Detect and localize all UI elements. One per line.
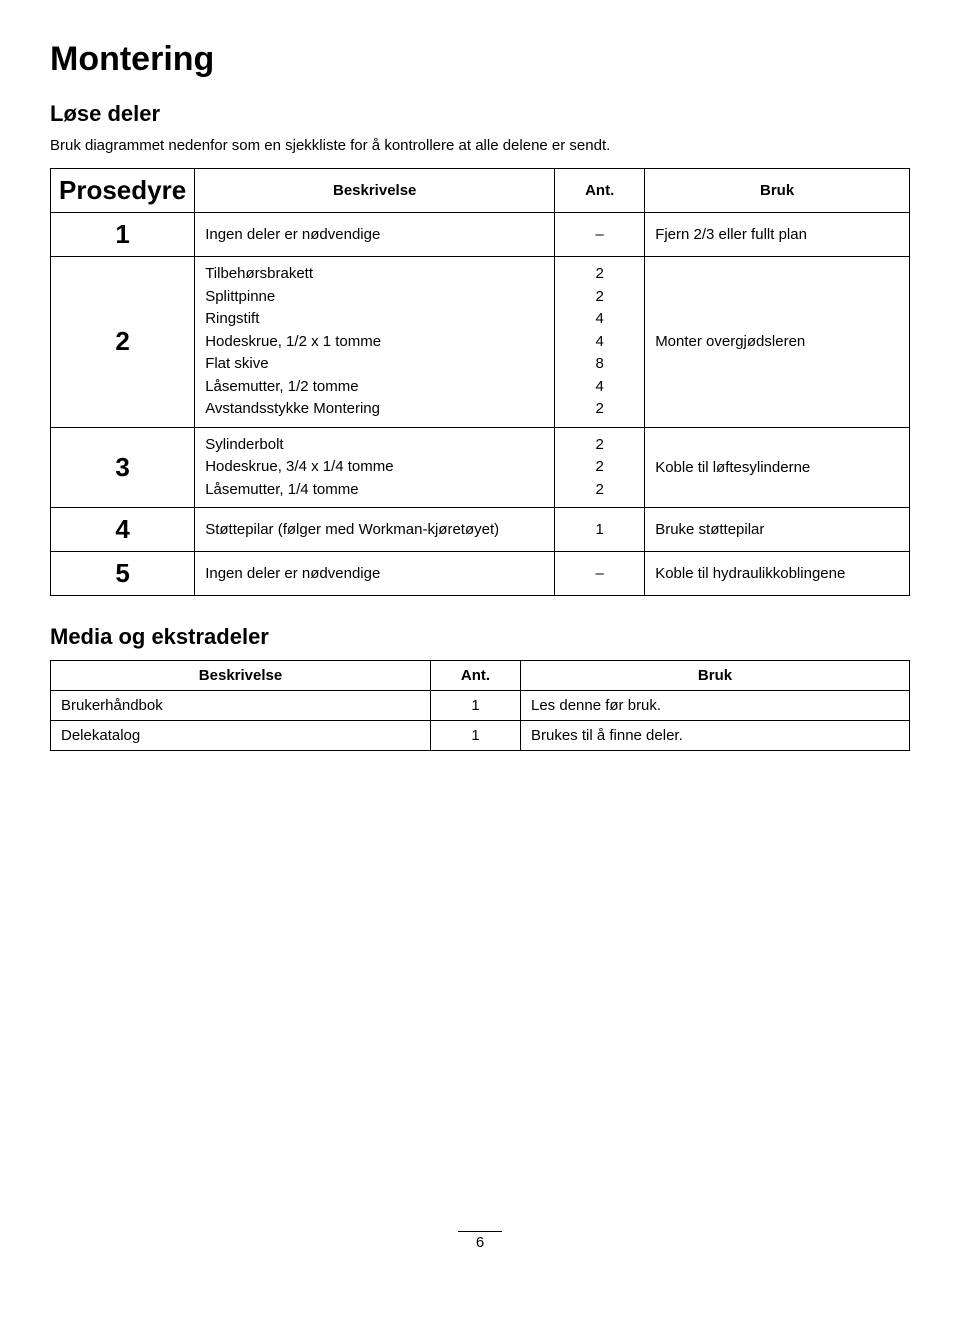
row-bruk: Les denne før bruk. [521, 691, 910, 721]
row-bruk: Monter overgjødsleren [645, 257, 910, 428]
th-ant: Ant. [555, 169, 645, 213]
row-desc: Støttepilar (følger med Workman-kjøretøy… [195, 508, 555, 552]
table-row: 4 Støttepilar (følger med Workman-kjøret… [51, 508, 910, 552]
page-title: Montering [50, 40, 910, 79]
ant-line: 2 [565, 479, 634, 502]
row-ant: – [555, 552, 645, 596]
row-desc: Ingen deler er nødvendige [195, 552, 555, 596]
row-bruk: Koble til løftesylinderne [645, 427, 910, 508]
table-row: 3 Sylinderbolt Hodeskrue, 3/4 x 1/4 tomm… [51, 427, 910, 508]
table-row: Brukerhåndbok 1 Les denne før bruk. [51, 691, 910, 721]
ant-line: 2 [565, 398, 634, 421]
ant-line: 8 [565, 353, 634, 376]
row-num: 4 [51, 508, 195, 552]
ant-line: 4 [565, 308, 634, 331]
ant-line: 2 [565, 286, 634, 309]
ant-line: 2 [565, 456, 634, 479]
page-number: 6 [458, 1231, 502, 1251]
row-bruk: Bruke støttepilar [645, 508, 910, 552]
row-bruk: Koble til hydraulikkoblingene [645, 552, 910, 596]
table-row: 1 Ingen deler er nødvendige – Fjern 2/3 … [51, 213, 910, 257]
row-bruk: Fjern 2/3 eller fullt plan [645, 213, 910, 257]
ant-line: 4 [565, 376, 634, 399]
section-lose-deler-heading: Løse deler [50, 101, 910, 127]
row-desc: Delekatalog [51, 721, 431, 751]
table-row: Delekatalog 1 Brukes til å finne deler. [51, 721, 910, 751]
row-num: 3 [51, 427, 195, 508]
row-desc: Brukerhåndbok [51, 691, 431, 721]
th-ant: Ant. [431, 661, 521, 691]
desc-line: Avstandsstykke Montering [205, 398, 544, 421]
ant-line: 4 [565, 331, 634, 354]
table-row: 2 Tilbehørsbrakett Splittpinne Ringstift… [51, 257, 910, 428]
page-number-container: 6 [50, 1231, 910, 1251]
row-ant: 1 [431, 721, 521, 751]
th-beskrivelse: Beskrivelse [195, 169, 555, 213]
desc-line: Tilbehørsbrakett [205, 263, 544, 286]
th-bruk: Bruk [521, 661, 910, 691]
desc-line: Hodeskrue, 3/4 x 1/4 tomme [205, 456, 544, 479]
ant-line: 2 [565, 434, 634, 457]
row-num: 1 [51, 213, 195, 257]
desc-line: Låsemutter, 1/2 tomme [205, 376, 544, 399]
desc-line: Splittpinne [205, 286, 544, 309]
row-ant: 2 2 2 [555, 427, 645, 508]
desc-line: Hodeskrue, 1/2 x 1 tomme [205, 331, 544, 354]
row-bruk: Brukes til å finne deler. [521, 721, 910, 751]
media-table: Beskrivelse Ant. Bruk Brukerhåndbok 1 Le… [50, 660, 910, 751]
desc-line: Låsemutter, 1/4 tomme [205, 479, 544, 502]
row-desc: Sylinderbolt Hodeskrue, 3/4 x 1/4 tomme … [195, 427, 555, 508]
row-num: 5 [51, 552, 195, 596]
desc-line: Sylinderbolt [205, 434, 544, 457]
table-row: 5 Ingen deler er nødvendige – Koble til … [51, 552, 910, 596]
desc-line: Ringstift [205, 308, 544, 331]
row-ant: 1 [555, 508, 645, 552]
row-ant: 2 2 4 4 8 4 2 [555, 257, 645, 428]
desc-line: Flat skive [205, 353, 544, 376]
row-ant: 1 [431, 691, 521, 721]
ant-line: 2 [565, 263, 634, 286]
th-beskrivelse: Beskrivelse [51, 661, 431, 691]
th-prosedyre: Prosedyre [51, 169, 195, 213]
row-desc: Tilbehørsbrakett Splittpinne Ringstift H… [195, 257, 555, 428]
parts-table: Prosedyre Beskrivelse Ant. Bruk 1 Ingen … [50, 168, 910, 596]
row-desc: Ingen deler er nødvendige [195, 213, 555, 257]
intro-text: Bruk diagrammet nedenfor som en sjekklis… [50, 137, 910, 154]
row-num: 2 [51, 257, 195, 428]
th-bruk: Bruk [645, 169, 910, 213]
section-media-heading: Media og ekstradeler [50, 624, 910, 650]
row-ant: – [555, 213, 645, 257]
